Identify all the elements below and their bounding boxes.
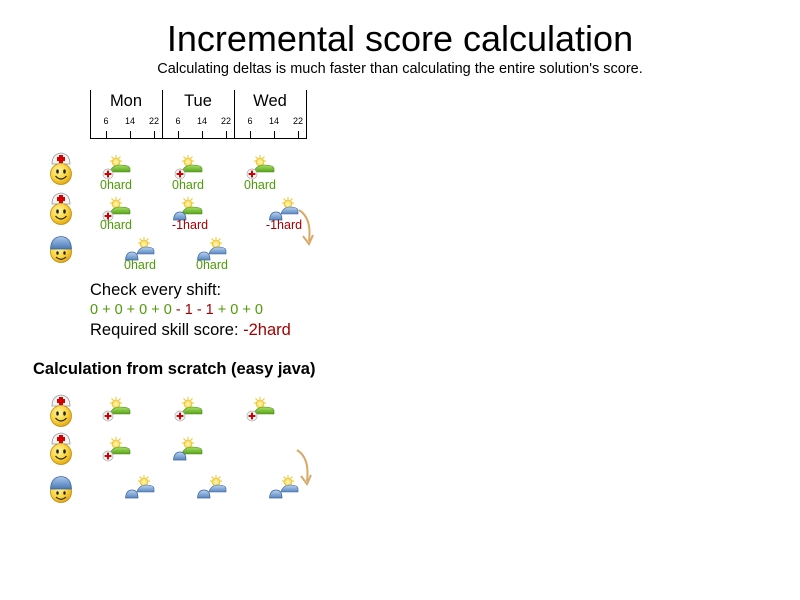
worker-shift-icon xyxy=(196,474,230,500)
nurse-smiley-icon xyxy=(49,152,73,186)
shift-score: 0hard xyxy=(172,178,204,192)
sum-part-ok: 0 + 0 + 0 + 0 xyxy=(90,302,172,318)
nurse-shift-icon xyxy=(100,396,134,422)
hour-tick: 14 xyxy=(196,116,207,126)
worker-smiley-icon xyxy=(49,234,73,264)
nurse-smiley-icon xyxy=(49,192,73,226)
shift-score: -1hard xyxy=(171,218,209,232)
nurse-shift-icon xyxy=(244,396,278,422)
nurse-shift-icon xyxy=(172,396,206,422)
hour-tick: 6 xyxy=(103,116,109,126)
worker-shift-icon xyxy=(124,474,158,500)
page-title: Incremental score calculation xyxy=(166,18,634,59)
day-label-wed: Wed xyxy=(253,92,287,110)
check-label: Check every shift: xyxy=(90,281,222,299)
section-heading: Calculation from scratch (easy java) xyxy=(33,360,316,378)
shift-score: 0hard xyxy=(124,258,156,272)
hour-tick: 6 xyxy=(175,116,181,126)
worker-shift-icon xyxy=(268,474,302,500)
score-sum: 0 + 0 + 0 + 0 - 1 - 1 + 0 + 0 xyxy=(90,302,263,318)
day-label-tue: Tue xyxy=(184,92,212,110)
page-subtitle: Calculating deltas is much faster than c… xyxy=(157,61,643,77)
hour-tick: 22 xyxy=(292,116,303,126)
worker-shift-icon xyxy=(172,436,206,462)
nurse-shift-icon xyxy=(100,154,134,180)
nurse-shift-icon xyxy=(172,154,206,180)
timeline-grid xyxy=(90,90,307,139)
shift-score: 0hard xyxy=(244,178,276,192)
required-score: Required skill score: -2hard xyxy=(90,321,291,340)
shift-score: 0hard xyxy=(100,178,132,192)
worker-smiley-icon xyxy=(49,474,73,504)
hour-tick: 14 xyxy=(268,116,279,126)
shift-score: -1hard xyxy=(265,218,303,232)
hour-tick: 22 xyxy=(148,116,159,126)
nurse-shift-icon xyxy=(244,154,278,180)
sum-part-ok: + 0 + 0 xyxy=(213,302,263,318)
sum-part-broken: - 1 - 1 xyxy=(171,302,214,318)
day-label-mon: Mon xyxy=(109,92,143,110)
curved-arrow-icon xyxy=(298,208,316,248)
required-label: Required skill score: xyxy=(90,321,244,339)
timeline-header: Mon Tue Wed 6 14 22 6 14 22 6 14 22 xyxy=(90,90,308,140)
hour-tick: 22 xyxy=(220,116,231,126)
required-value: -2hard xyxy=(243,321,291,339)
nurse-smiley-icon xyxy=(49,394,73,428)
hour-tick: 14 xyxy=(124,116,135,126)
shift-score: 0hard xyxy=(100,218,132,232)
hour-tick: 6 xyxy=(247,116,253,126)
shift-score: 0hard xyxy=(196,258,228,272)
nurse-shift-icon xyxy=(100,436,134,462)
nurse-smiley-icon xyxy=(49,432,73,466)
